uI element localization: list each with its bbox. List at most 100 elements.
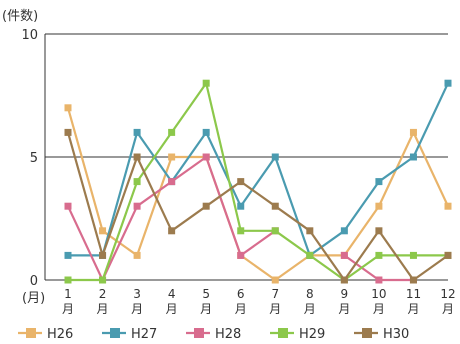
legend-marker <box>362 328 372 338</box>
x-tick-label: 9 <box>341 287 349 301</box>
legend-label: H29 <box>299 327 325 342</box>
series-H27 <box>64 79 452 259</box>
data-point <box>271 276 279 284</box>
data-point <box>64 251 72 259</box>
legend-item: H28 <box>186 327 241 342</box>
legend-marker <box>278 328 288 338</box>
legend-item: H30 <box>354 327 409 342</box>
y-tick-label: 10 <box>21 28 38 43</box>
x-axis-label: (月) <box>22 291 45 306</box>
legend-item: H29 <box>270 327 325 342</box>
series-line <box>66 107 449 282</box>
series-H28 <box>64 153 417 284</box>
x-tick-suffix: 月 <box>338 302 350 316</box>
x-tick-suffix: 月 <box>442 302 454 316</box>
series-line <box>68 82 449 257</box>
series-line <box>343 254 414 282</box>
data-point <box>375 202 383 210</box>
data-point <box>444 202 452 210</box>
data-point <box>99 227 107 235</box>
data-point <box>202 79 210 87</box>
data-point <box>409 153 417 161</box>
data-point <box>409 251 417 259</box>
data-point <box>237 227 245 235</box>
data-point <box>168 128 176 136</box>
x-tick-label: 10 <box>371 287 386 301</box>
data-point <box>64 202 72 210</box>
y-tick-label: 5 <box>30 151 38 166</box>
x-tick-label: 8 <box>306 287 314 301</box>
y-axis-label: (件数) <box>2 9 38 24</box>
data-point <box>375 251 383 259</box>
x-tick-label: 1 <box>64 287 72 301</box>
x-tick-suffix: 月 <box>97 302 109 316</box>
x-tick-suffix: 月 <box>304 302 316 316</box>
data-point <box>202 153 210 161</box>
series-lines <box>64 79 452 284</box>
x-tick-label: 2 <box>99 287 107 301</box>
x-tick-label: 7 <box>271 287 279 301</box>
data-point <box>168 153 176 161</box>
data-point <box>444 79 452 87</box>
x-tick-suffix: 月 <box>166 302 178 316</box>
data-point <box>375 178 383 186</box>
data-point <box>409 276 417 284</box>
data-point <box>168 227 176 235</box>
data-point <box>99 251 107 259</box>
data-point <box>340 251 348 259</box>
data-point <box>340 276 348 284</box>
legend-item: H26 <box>18 327 73 342</box>
data-point <box>64 128 72 136</box>
legend-item: H27 <box>102 327 157 342</box>
legend-label: H30 <box>383 327 409 342</box>
x-tick-label: 11 <box>406 287 421 301</box>
series-line <box>68 82 448 282</box>
data-point <box>133 202 141 210</box>
data-point <box>133 178 141 186</box>
x-tick-suffix: 月 <box>131 302 143 316</box>
y-tick-labels: 0 5 10 <box>21 28 38 289</box>
data-point <box>133 251 141 259</box>
data-point <box>444 251 452 259</box>
legend-marker <box>194 328 204 338</box>
data-point <box>237 202 245 210</box>
data-point <box>375 227 383 235</box>
x-tick-label: 6 <box>237 287 245 301</box>
data-point <box>133 153 141 161</box>
data-point <box>271 153 279 161</box>
data-point <box>306 227 314 235</box>
data-point <box>202 128 210 136</box>
data-point <box>340 227 348 235</box>
data-point <box>271 227 279 235</box>
x-tick-suffix: 月 <box>235 302 247 316</box>
data-point <box>202 202 210 210</box>
x-tick-suffix: 月 <box>200 302 212 316</box>
data-point <box>375 276 383 284</box>
x-tick-suffix: 月 <box>62 302 74 316</box>
x-tick-suffix: 月 <box>269 302 281 316</box>
data-point <box>306 251 314 259</box>
x-tick-label: 3 <box>133 287 141 301</box>
data-point <box>237 178 245 186</box>
series-line <box>66 132 449 282</box>
x-tick-label: 12 <box>440 287 455 301</box>
legend: H26 H27 H28 H29 H30 <box>18 327 409 342</box>
data-point <box>409 128 417 136</box>
data-point <box>237 251 245 259</box>
data-point <box>64 104 72 112</box>
data-point <box>271 202 279 210</box>
series-H29 <box>64 79 452 284</box>
series-H30 <box>64 128 452 284</box>
x-tick-suffix: 月 <box>407 302 419 316</box>
x-tick-label: 5 <box>202 287 210 301</box>
data-point <box>64 276 72 284</box>
legend-marker <box>110 328 120 338</box>
legend-label: H28 <box>215 327 241 342</box>
y-tick-label: 0 <box>30 274 38 289</box>
legend-label: H27 <box>131 327 157 342</box>
x-tick-label: 4 <box>168 287 176 301</box>
x-tick-suffix: 月 <box>373 302 385 316</box>
data-point <box>168 178 176 186</box>
